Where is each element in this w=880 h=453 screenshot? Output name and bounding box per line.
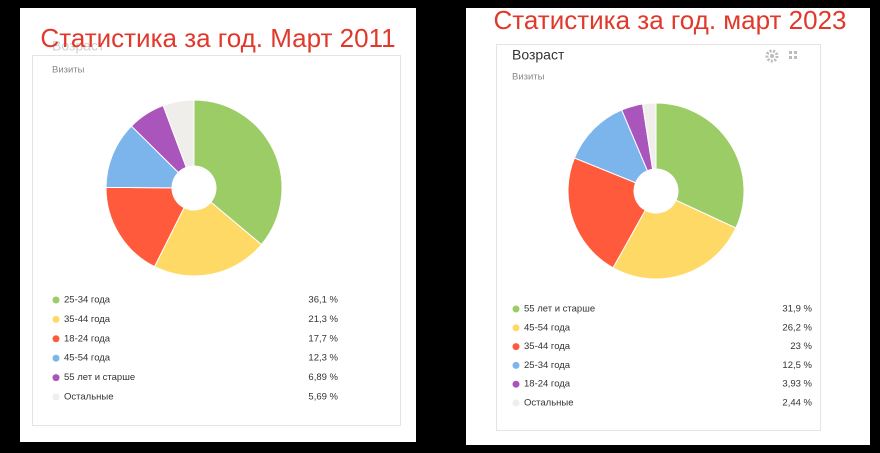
pie-slice	[567, 157, 646, 269]
pie-slice	[193, 99, 283, 246]
legend-label: Остальные	[524, 398, 574, 409]
value-label: 23 %	[790, 341, 812, 352]
value-label: 12,5 %	[782, 360, 812, 371]
legend-label: 35-44 года	[64, 314, 111, 325]
card-title: Возраст	[512, 47, 565, 63]
chart-title: Статистика за год. Март 2011	[40, 23, 395, 53]
legend-label: 35-44 года	[524, 341, 571, 352]
legend-marker	[52, 354, 60, 362]
settings-icon[interactable]	[765, 49, 779, 63]
value-label: 2,44 %	[782, 398, 812, 409]
legend-marker	[512, 380, 520, 388]
value-label: 6,89 %	[308, 372, 338, 383]
value-label: 17,7 %	[308, 333, 338, 344]
legend-marker	[512, 305, 520, 313]
pie-slice	[153, 201, 263, 277]
legend-marker	[512, 324, 520, 332]
pie-slice	[612, 199, 737, 280]
pie-slice	[105, 186, 185, 268]
legend-marker	[52, 315, 60, 323]
legend-label: 18-24 года	[524, 379, 571, 390]
chart-title: Статистика за год. март 2023	[494, 5, 847, 35]
legend-marker	[52, 335, 60, 343]
value-label: 3,93 %	[782, 379, 812, 390]
legend-label: 25-34 года	[64, 295, 111, 306]
legend-marker	[512, 399, 520, 407]
legend-marker	[52, 296, 60, 304]
legend-marker	[52, 374, 60, 382]
pie-slice	[162, 99, 195, 169]
drag-icon[interactable]	[789, 51, 797, 59]
card-title: Возраст	[52, 38, 105, 54]
legend-marker	[512, 361, 520, 369]
card-subtitle: Визиты	[512, 72, 545, 83]
legend-label: Остальные	[64, 392, 114, 403]
value-label: 12,3 %	[308, 353, 338, 364]
legend-label: 25-34 года	[524, 360, 571, 371]
legend-marker	[52, 393, 60, 401]
legend-marker	[512, 343, 520, 351]
value-label: 31,9 %	[782, 304, 812, 315]
legend-label: 18-24 года	[64, 333, 111, 344]
pie-slice	[641, 102, 657, 170]
legend-label: 55 лет и старше	[64, 372, 135, 383]
pie-slice	[655, 102, 745, 229]
legend-label: 55 лет и старше	[524, 304, 595, 315]
value-label: 36,1 %	[308, 295, 338, 306]
value-label: 21,3 %	[308, 314, 338, 325]
value-label: 5,69 %	[308, 392, 338, 403]
value-label: 26,2 %	[782, 322, 812, 333]
legend-label: 45-54 года	[64, 353, 111, 364]
card-subtitle: Визиты	[52, 65, 85, 76]
legend-label: 45-54 года	[524, 322, 571, 333]
